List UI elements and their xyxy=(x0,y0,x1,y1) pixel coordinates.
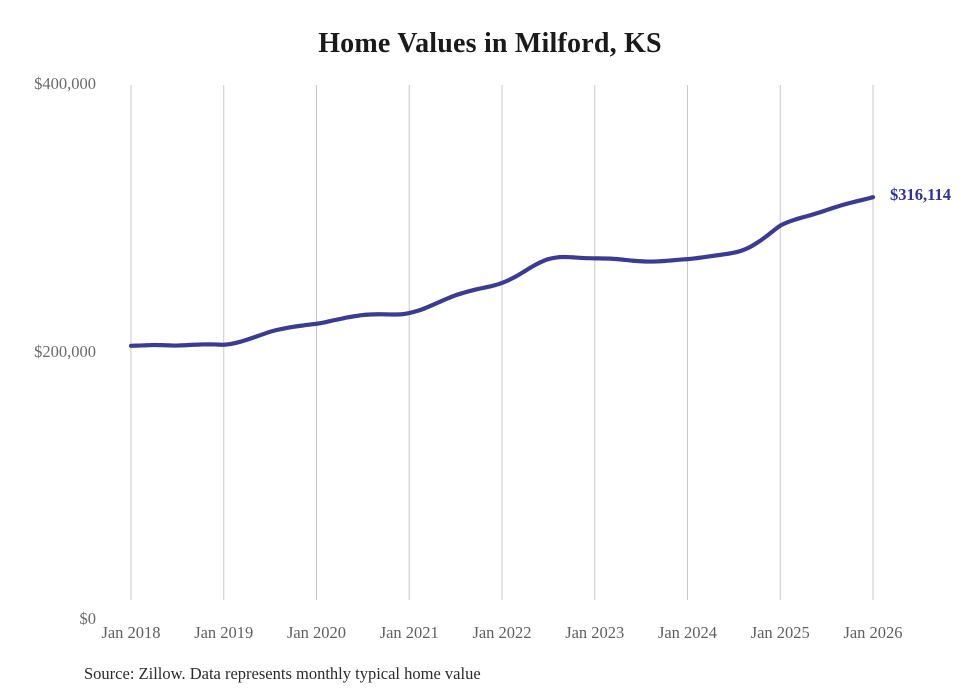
gridlines xyxy=(130,85,874,600)
x-axis-tick-label: Jan 2024 xyxy=(657,623,718,642)
home-value-line xyxy=(128,195,876,348)
y-axis-tick-label: $400,000 xyxy=(34,74,96,93)
x-axis-tick-label: Jan 2025 xyxy=(750,623,810,642)
chart-title: Home Values in Milford, KS xyxy=(318,28,662,59)
x-axis-tick-label: Jan 2019 xyxy=(194,623,254,642)
x-axis-tick-label: Jan 2023 xyxy=(565,623,625,642)
y-axis-tick-label: $200,000 xyxy=(34,341,96,361)
x-axis-tick-label: Jan 2018 xyxy=(101,623,161,642)
x-axis-tick-label: Jan 2026 xyxy=(843,623,903,642)
x-axis-tick-label: Jan 2021 xyxy=(379,623,439,642)
source-note: Source: Zillow. Data represents monthly … xyxy=(84,664,481,683)
end-value-label: $316,114 xyxy=(890,185,951,205)
data-series-line xyxy=(128,195,876,348)
x-axis-tick-label: Jan 2022 xyxy=(472,623,532,642)
x-axis-tick-label: Jan 2020 xyxy=(286,623,347,642)
y-axis-tick-label: $0 xyxy=(79,609,97,628)
